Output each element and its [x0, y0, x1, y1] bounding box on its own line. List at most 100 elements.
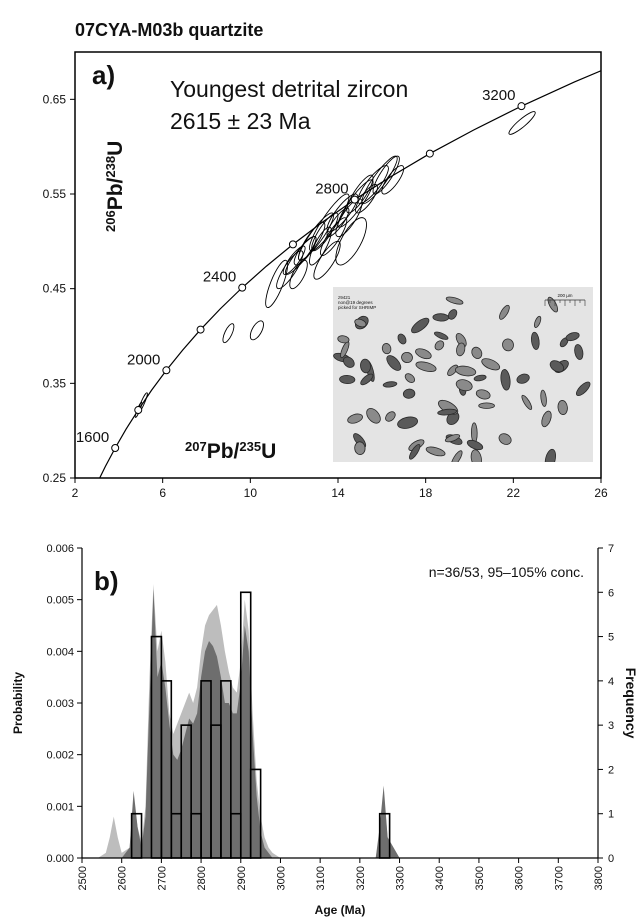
zircon-grain: [411, 317, 430, 334]
zircon-grain: [404, 373, 416, 383]
x-axis-label-superscript: 235: [239, 439, 261, 454]
y-tick-label: 0.25: [43, 471, 67, 485]
plot-area: [99, 70, 601, 478]
zircon-grain: [473, 374, 487, 382]
age-label: 2000: [127, 351, 160, 368]
zircon-grain: [382, 381, 398, 388]
zircon-grain: [397, 333, 407, 345]
x-tick-label: 3400: [434, 866, 446, 890]
age-marker: [162, 366, 171, 375]
y-tick-label: 0.003: [46, 698, 74, 710]
error-ellipse: [326, 193, 359, 233]
inset-caption: non@19 degrees: [338, 300, 373, 305]
zircon-grain: [354, 318, 367, 328]
y-tick-label: 0.35: [43, 376, 67, 390]
zircon-grain: [500, 369, 511, 391]
error-ellipse: [265, 259, 289, 309]
zircon-grain: [547, 296, 559, 313]
y-tick-label: 0.001: [46, 801, 74, 813]
x-tick-label: 2600: [117, 866, 129, 890]
zircon-grain: [385, 411, 396, 422]
y-tick-label: 0.002: [46, 750, 74, 762]
inset-caption: picked for SHRIMP: [338, 305, 376, 310]
inset-caption: z9421: [338, 295, 351, 300]
zircon-grain: [354, 441, 366, 455]
inset-photo: [333, 287, 593, 462]
error-ellipse: [320, 217, 348, 256]
error-ellipse: [309, 193, 350, 252]
x-axis-label: 207Pb/235U: [185, 439, 276, 463]
y2-tick-label: 2: [608, 764, 614, 776]
y2-tick-label: 6: [608, 587, 614, 599]
zircon-grain: [339, 374, 356, 385]
zircon-grain: [516, 373, 530, 384]
y-axis-label: 206Pb/238U: [103, 141, 127, 232]
zircon-grain: [447, 364, 459, 376]
y-tick-label: 0.000: [46, 853, 74, 865]
y2-tick-label: 4: [608, 676, 614, 688]
y-axis-label: Probability: [11, 672, 25, 734]
annotation: 2615 ± 23 Ma: [170, 108, 311, 134]
age-marker: [134, 406, 143, 415]
age-marker: [288, 240, 297, 249]
x-tick-label: 2: [72, 486, 79, 500]
y-tick-label: 0.45: [43, 282, 67, 296]
age-label: 2400: [203, 269, 236, 286]
x-tick-label: 2700: [156, 866, 168, 890]
x-axis-label-part: Pb/: [207, 440, 240, 463]
error-ellipse: [289, 259, 308, 290]
x-axis-label-superscript: 207: [185, 439, 207, 454]
age-label: 3200: [482, 87, 515, 104]
zircon-grain: [444, 434, 461, 443]
error-ellipse: [357, 165, 389, 204]
error-ellipse: [309, 226, 332, 266]
error-ellipse: [249, 320, 264, 341]
zircon-grain: [360, 358, 371, 374]
y2-tick-label: 1: [608, 809, 614, 821]
error-ellipse: [282, 245, 306, 275]
error-ellipse: [508, 111, 536, 135]
annotation: Youngest detrital zircon: [170, 76, 408, 102]
x-tick-label: 3600: [514, 866, 526, 890]
error-ellipse: [298, 212, 335, 261]
y2-tick-label: 0: [608, 853, 614, 865]
x-tick-label: 3000: [275, 866, 287, 890]
error-ellipse: [335, 217, 367, 266]
x-tick-label: 2900: [236, 866, 248, 890]
x-axis-label: Age (Ma): [315, 903, 366, 917]
inset-scale-label: 200 µm: [557, 293, 572, 298]
error-ellipse: [313, 240, 341, 280]
zircon-grain: [360, 373, 374, 386]
panel-label: a): [92, 60, 115, 90]
x-tick-label: 2500: [77, 866, 89, 890]
zircon-grain: [475, 389, 491, 400]
zircon-grain: [447, 309, 458, 320]
y-axis-label-part: U: [104, 141, 127, 156]
zircon-grain: [415, 361, 437, 372]
y2-tick-label: 3: [608, 720, 614, 732]
zircon-grain: [544, 448, 556, 462]
zircon-grain: [540, 389, 547, 407]
zircon-grain: [455, 379, 473, 392]
zircon-grain: [347, 413, 363, 424]
zircon-grain: [337, 335, 350, 344]
x-tick-label: 3700: [553, 866, 565, 890]
annotation: n=36/53, 95–105% conc.: [429, 564, 584, 580]
zircon-grain: [366, 408, 381, 424]
age-label: 1600: [76, 429, 109, 446]
x-tick-label: 22: [507, 486, 521, 500]
zircon-grain: [434, 340, 445, 351]
zircon-grain: [397, 416, 419, 429]
zircon-grain: [521, 394, 533, 410]
y-axis-label-part: Pb/: [104, 177, 127, 210]
error-ellipse: [381, 165, 405, 195]
zircon-grain: [502, 338, 514, 352]
zircon-grain: [541, 410, 552, 428]
y-axis-label-superscript: 238: [103, 156, 118, 178]
error-ellipse: [326, 207, 350, 238]
plot-frame: [74, 51, 602, 479]
zircon-grain: [425, 446, 446, 457]
y2-tick-label: 5: [608, 632, 614, 644]
x-axis-label-part: U: [261, 440, 276, 463]
zircon-grain: [455, 365, 477, 377]
